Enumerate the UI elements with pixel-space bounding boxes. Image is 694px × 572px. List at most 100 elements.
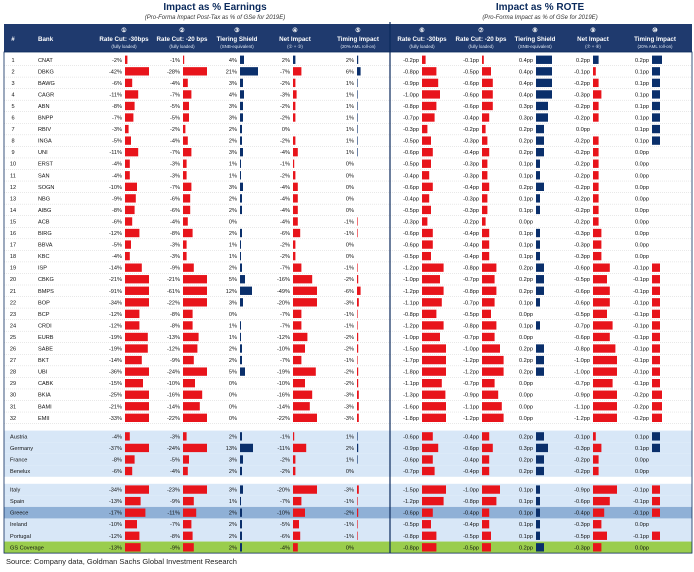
row-number: 7 — [11, 127, 14, 133]
bar-mark — [240, 78, 243, 88]
cell-value: -61% — [167, 289, 180, 295]
cell-value: -13% — [109, 545, 122, 551]
cell-value: 0.0pp — [635, 150, 649, 156]
cell-value: -4% — [170, 139, 180, 145]
bar-mark — [652, 390, 662, 399]
table-row: 23 BCP -12% -8% 0% -7% -1% -0.8pp -0.5pp 0.0pp -0.… — [4, 309, 692, 320]
bar-mark — [536, 194, 540, 203]
cell-value: -0.1pp — [633, 300, 649, 306]
cell-value: 0.1pp — [635, 127, 649, 133]
cell-value: -1% — [344, 358, 354, 364]
cell-value: -0.1pp — [633, 312, 649, 318]
cell-value: -0.2pp — [574, 185, 590, 191]
cell-value: -0.1pp — [633, 511, 649, 517]
bar-mark — [422, 455, 433, 464]
bar-mark — [593, 286, 610, 295]
cell-value: -1.2pp — [574, 416, 590, 422]
cell-value: -12% — [167, 347, 180, 353]
cell-value: -7% — [280, 358, 290, 364]
bar-mark — [536, 355, 544, 365]
row-number: 20 — [10, 277, 16, 283]
bar-mark — [652, 496, 660, 506]
cell-value: 0% — [282, 127, 290, 133]
bar-mark — [593, 455, 599, 464]
table-frame — [3, 51, 693, 554]
cell-value: -2% — [280, 457, 290, 463]
row-number: 18 — [10, 254, 16, 260]
bar-mark — [422, 101, 437, 111]
cell-value: -1.1pp — [463, 404, 479, 410]
cell-value: 0% — [229, 312, 237, 318]
bank-name-gs-coverage: GS Coverage — [10, 545, 44, 551]
cell-value: -7% — [280, 312, 290, 318]
bar-mark — [536, 432, 544, 441]
bar-mark — [482, 228, 490, 238]
header-label-6: Rate Cut: -30bps — [397, 36, 447, 43]
cell-value: -0.4pp — [463, 150, 479, 156]
cell-value: 0.0pp — [635, 173, 649, 179]
row-background — [4, 465, 692, 477]
cell-value: 0.0pp — [519, 381, 533, 387]
cell-value: -12% — [109, 323, 122, 329]
cell-value: 2% — [229, 522, 237, 528]
cell-value: -4% — [112, 434, 122, 440]
row-number: 10 — [10, 162, 16, 168]
cell-value: -21% — [167, 277, 180, 283]
cell-value: 1% — [346, 434, 354, 440]
bar-mark — [183, 136, 188, 145]
cell-value: 0.0pp — [635, 208, 649, 214]
row-number: 19 — [10, 266, 16, 272]
bar-mark — [593, 171, 599, 180]
cell-value: -4% — [280, 150, 290, 156]
cell-value: -5% — [112, 243, 122, 249]
cell-value: -0.2pp — [633, 416, 649, 422]
bank-name-italy: Italy — [10, 488, 20, 494]
cell-value: -7% — [280, 266, 290, 272]
cell-value: 0.1pp — [519, 254, 533, 260]
cell-value: -4% — [112, 173, 122, 179]
cell-value: -0.8pp — [463, 266, 479, 272]
bar-mark — [593, 355, 617, 365]
cell-value: 2% — [282, 58, 290, 64]
bar-mark — [125, 344, 148, 353]
table-row: 24 CRDI -12% -8% 1% -7% -1% -1.2pp -0.8pp 0.1pp -0… — [4, 321, 692, 332]
cell-value: 0.2pp — [576, 58, 590, 64]
row-number: 4 — [11, 92, 14, 98]
bank-name-birg: BIRG — [38, 231, 52, 237]
cell-value: 0.2pp — [519, 434, 533, 440]
table-row: 14 AIBG -8% -6% 2% -4% 0% -0.5pp -0.3pp 0.1pp -0.2… — [4, 205, 692, 216]
cell-value: 3% — [229, 185, 237, 191]
cell-value: 0.1pp — [635, 116, 649, 122]
cell-value: 0% — [346, 243, 354, 249]
cell-value: -0.2pp — [574, 104, 590, 110]
bar-mark — [125, 240, 131, 249]
bar-mark — [357, 496, 358, 506]
bar-mark — [125, 402, 149, 411]
header-sub-1: (fully loaded) — [111, 44, 137, 49]
cell-value: 1% — [229, 323, 237, 329]
cell-value: -17% — [109, 511, 122, 517]
bar-mark — [536, 455, 544, 464]
bar-mark — [240, 205, 242, 215]
cell-value: -0.6pp — [463, 92, 479, 98]
coverage-row: GS Coverage -13% -9% 2% -4% 0% -0.8pp -0.5pp 0.2… — [4, 541, 692, 554]
cell-value: 0.0pp — [635, 545, 649, 551]
header-sub-10: (20% AML roll-on) — [638, 44, 674, 49]
cell-value: -2% — [344, 370, 354, 376]
cell-value: -1.2pp — [403, 289, 419, 295]
cell-value: -12% — [109, 231, 122, 237]
cell-value: -0.6pp — [403, 185, 419, 191]
cell-value: -0.4pp — [463, 469, 479, 475]
cell-value: -25% — [109, 393, 122, 399]
bar-mark — [183, 275, 207, 284]
cell-value: 1% — [346, 127, 354, 133]
bar-mark — [240, 251, 241, 261]
cell-value: -7% — [280, 499, 290, 505]
cell-value: -20% — [277, 300, 290, 306]
bar-mark — [357, 402, 359, 411]
cell-value: -0.4pp — [463, 254, 479, 260]
bar-mark — [125, 171, 130, 180]
cell-value: -7% — [280, 323, 290, 329]
bar-mark — [422, 520, 431, 529]
cell-value: 3% — [229, 150, 237, 156]
